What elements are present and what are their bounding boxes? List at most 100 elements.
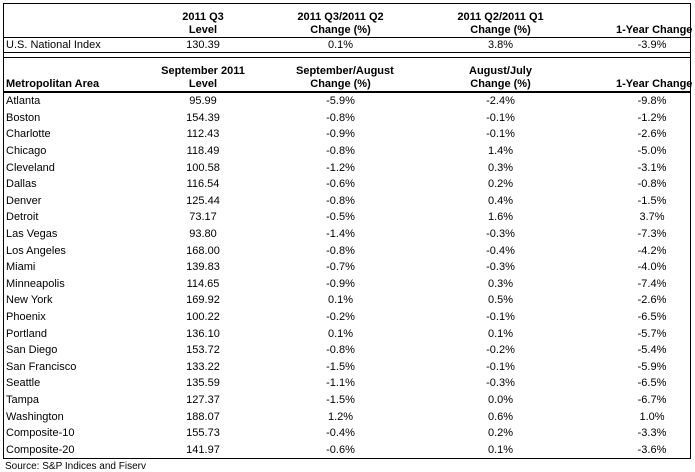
row-label: Washington (6, 410, 64, 423)
row-label: Los Angeles (6, 244, 66, 257)
header-line: Change (%) (310, 24, 371, 36)
cell: -0.3% (486, 261, 515, 274)
row-label: New York (6, 294, 53, 307)
table-body: 2011 Q3 Level 2011 Q3/2011 Q2 Change (%) 201… (3, 3, 695, 458)
data-row: Boston 154.39 -0.8% -0.1% -1.2% (3, 110, 691, 127)
cell: 153.72 (186, 344, 220, 357)
cell: 1.4% (487, 145, 514, 158)
header-line: 2011 Q2/2011 Q1 (457, 11, 544, 23)
cell: 0.2% (487, 178, 514, 191)
cell: -0.8% (326, 145, 355, 158)
cell: -3.3% (637, 427, 667, 440)
cell: 95.99 (113, 91, 293, 110)
cell: -0.8% (326, 344, 355, 357)
index-table: 2011 Q3 Level 2011 Q3/2011 Q2 Change (%) 201… (3, 3, 695, 458)
cell: -0.1% (486, 311, 515, 324)
cell: 154.39 (186, 111, 220, 124)
cell: -6.7% (637, 393, 667, 406)
cell: -3.6% (637, 443, 667, 456)
cell: 100.58 (186, 161, 220, 174)
cell: 3.8% (388, 37, 613, 53)
row-label: Tampa (6, 393, 40, 406)
header-line: Metropolitan Area (6, 78, 100, 90)
cell: -3.1% (637, 161, 667, 174)
cell: -0.9% (326, 128, 355, 141)
cell: 1.6% (487, 211, 514, 224)
row-label: Portland (6, 327, 47, 340)
data-row: San Francisco 133.22 -1.5% -0.1% -5.9% (3, 359, 691, 376)
row-label: Minneapolis (6, 277, 65, 290)
header-line: August/July (469, 65, 532, 77)
cell: 1.0% (639, 410, 665, 423)
data-row: Dallas 116.54 -0.6% 0.2% -0.8% (3, 176, 691, 193)
cell: -4.2% (637, 244, 667, 257)
cell: -3.9% (613, 37, 691, 53)
cell: -5.9% (637, 360, 667, 373)
data-row: Portland 136.10 0.1% 0.1% -5.7% (3, 325, 691, 342)
cell: -0.1% (486, 128, 515, 141)
row-label: Boston (6, 111, 41, 124)
cell: -0.1% (486, 360, 515, 373)
row-label: Phoenix (6, 311, 46, 324)
cell: 155.73 (186, 427, 220, 440)
data-row: Las Vegas 93.80 -1.4% -0.3% -7.3% (3, 226, 691, 243)
cell: 3.7% (639, 211, 665, 224)
data-row: Composite-20 141.97 -0.6% 0.1% -3.6% (3, 441, 691, 458)
header-line: September 2011 (161, 65, 245, 77)
cell: 0.3% (487, 277, 514, 290)
cell: -6.5% (637, 377, 667, 390)
cell: -6.5% (637, 311, 667, 324)
data-row: Tampa 127.37 -1.5% 0.0% -6.7% (3, 392, 691, 409)
header-cell: Metropolitan Area (3, 57, 113, 92)
cell: -1.4% (326, 228, 355, 241)
cell: -0.7% (326, 261, 355, 274)
header-cell: 1-Year Change (%) (613, 3, 695, 38)
cell: -7.4% (637, 277, 667, 290)
cell: 133.22 (186, 360, 220, 373)
cell: -0.8% (326, 111, 355, 124)
data-row: Chicago 118.49 -0.8% 1.4% -5.0% (3, 143, 691, 160)
row-label: Composite-20 (6, 443, 75, 456)
cell: 116.54 (186, 178, 220, 191)
data-row: Los Angeles 168.00 -0.8% -0.4% -4.2% (3, 242, 691, 259)
cell: -5.9% (293, 91, 388, 110)
cell: 0.1% (487, 443, 514, 456)
cell: -0.3% (486, 377, 515, 390)
row-label: U.S. National Index (3, 37, 113, 53)
data-row: Denver 125.44 -0.8% 0.4% -1.5% (3, 193, 691, 210)
header-line: Change (%) (310, 78, 371, 90)
data-row: Washington 188.07 1.2% 0.6% 1.0% (3, 408, 691, 425)
row-label: Dallas (6, 178, 37, 191)
header-cell: 2011 Q2/2011 Q1 Change (%) (388, 3, 613, 38)
header-line: 2011 Q3 (182, 11, 224, 23)
cell: 136.10 (186, 327, 220, 340)
header-cell (3, 3, 113, 38)
data-row: U.S. National Index 130.39 0.1% 3.8% -3.9% (3, 37, 691, 53)
source-note: Source: S&P Indices and Fiserv (5, 461, 146, 472)
row-label: Cleveland (6, 161, 55, 174)
cell: 0.1% (293, 37, 388, 53)
cell: 139.83 (186, 261, 220, 274)
data-row: New York 169.92 0.1% 0.5% -2.6% (3, 292, 691, 309)
header-row: Metropolitan Area September 2011 Level Sept… (3, 57, 695, 92)
cell: -5.4% (637, 344, 667, 357)
cell: -0.2% (486, 344, 515, 357)
cell: 1.2% (327, 410, 354, 423)
cell: 0.2% (487, 427, 514, 440)
data-row: Miami 139.83 -0.7% -0.3% -4.0% (3, 259, 691, 276)
cell: -7.3% (637, 228, 667, 241)
cell: 169.92 (186, 294, 220, 307)
cell: 112.43 (186, 128, 220, 141)
header-line: Change (%) (470, 24, 531, 36)
cell: -0.3% (486, 228, 515, 241)
cell: 114.65 (186, 277, 220, 290)
header-cell: 2011 Q3 Level (113, 3, 293, 38)
cell: -4.0% (637, 261, 667, 274)
cell: 0.4% (487, 194, 514, 207)
cell: -0.2% (326, 311, 355, 324)
cell: 73.17 (189, 211, 217, 224)
row-label: Seattle (6, 377, 41, 390)
row-label: Composite-10 (6, 427, 75, 440)
cell: 0.0% (487, 393, 514, 406)
header-cell: September 2011 Level (113, 57, 293, 92)
